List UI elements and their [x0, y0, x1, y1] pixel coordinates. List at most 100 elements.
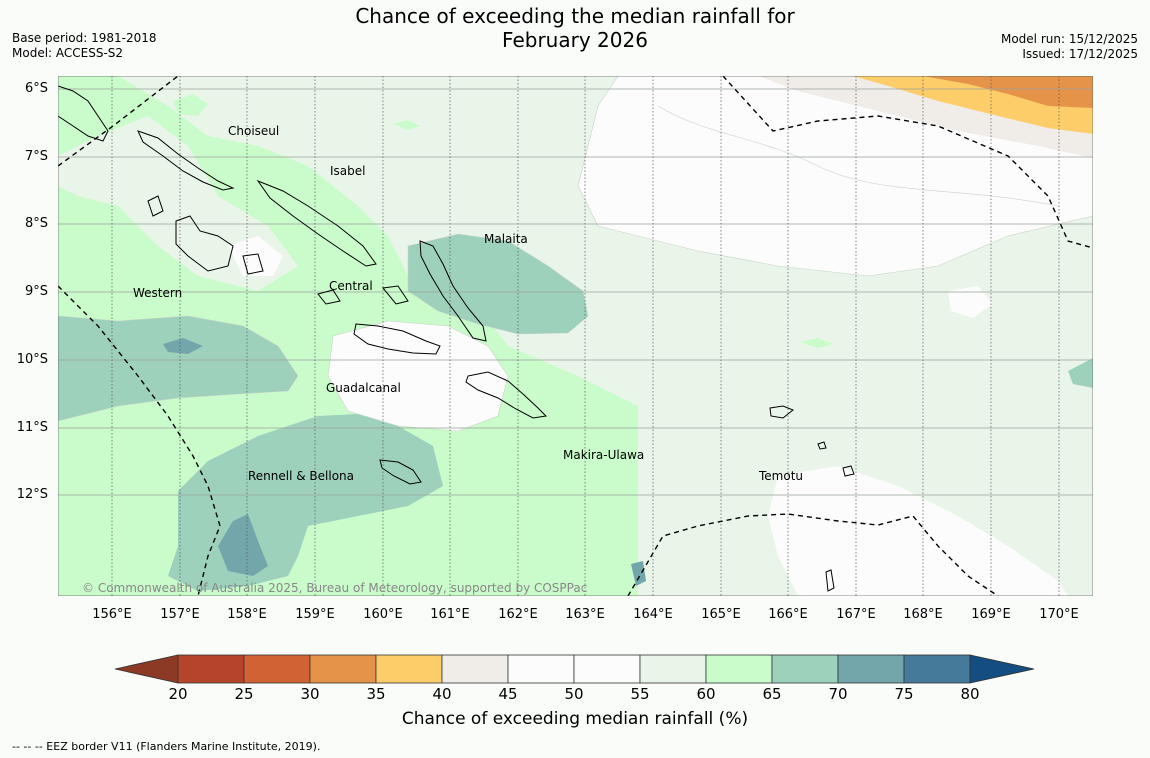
zone-70-75-rennell [218, 514, 268, 576]
santa-cruz-island [769, 405, 794, 419]
lat-label: 7°S [24, 149, 48, 164]
guadalcanal-island [353, 323, 441, 355]
colorbar-30-35 [309, 654, 377, 684]
colorbar-60-65 [705, 654, 773, 684]
lon-label: 157°E [160, 607, 200, 622]
colorbar-tick: 50 [564, 685, 584, 703]
florida-island [317, 289, 341, 305]
vanikoro-island [842, 465, 855, 477]
zone-45-55-east-small [948, 286, 993, 318]
lon-label: 156°E [92, 607, 132, 622]
zone-30-35 [923, 76, 1093, 108]
label-isabel: Isabel [330, 164, 365, 178]
utupua-island [817, 441, 827, 450]
zone-70-75-west [163, 338, 203, 354]
label-rennell-bellona: Rennell & Bellona [248, 469, 354, 483]
colorbar-20-25 [177, 654, 245, 684]
lon-label: 159°E [295, 607, 335, 622]
model-name: Model: ACCESS-S2 [12, 46, 124, 60]
zone-65-70-west [58, 316, 298, 421]
lon-label: 161°E [430, 607, 470, 622]
colorbar-tick: 75 [894, 685, 914, 703]
colorbar-65-70 [771, 654, 839, 684]
zone-45-55-small [228, 236, 283, 276]
colorbar-tick: 65 [762, 685, 782, 703]
rendova-island [242, 253, 264, 275]
vella-island [147, 195, 164, 217]
zone-60-65-small-1 [173, 94, 208, 116]
coastlines [58, 85, 855, 592]
lon-label: 165°E [701, 607, 741, 622]
contour-lines [58, 76, 1093, 432]
colorbar-tick: 70 [828, 685, 848, 703]
colorbar-50-55 [573, 654, 641, 684]
lon-label: 166°E [768, 607, 808, 622]
zone-65-70-east [1068, 358, 1093, 388]
lat-label: 11°S [16, 420, 48, 435]
map-title: Chance of exceeding the median rainfall … [0, 4, 1150, 52]
meta-left: Base period: 1981-2018 Model: ACCESS-S2 [12, 31, 157, 61]
rainfall-map: Choiseul Isabel Malaita Western Central … [58, 76, 1093, 596]
colorbar-25-30 [243, 654, 311, 684]
lon-label: 169°E [971, 607, 1011, 622]
colorbar-45-50 [507, 654, 575, 684]
new-georgia-island [175, 215, 234, 272]
label-malaita: Malaita [484, 232, 528, 246]
label-choiseul: Choiseul [228, 124, 279, 138]
isabel-island [256, 179, 377, 267]
meta-right: Model run: 15/12/2025 Issued: 17/12/2025 [1001, 32, 1138, 62]
lon-label: 158°E [227, 607, 267, 622]
choiseul-island [137, 130, 235, 191]
zone-60-65-small-3 [800, 338, 833, 348]
colorbar-label: Chance of exceeding median rainfall (%) [401, 709, 749, 729]
colorbar-tick: 25 [234, 685, 254, 703]
colorbar-below-20 [114, 654, 179, 684]
model-run: Model run: 15/12/2025 [1000, 32, 1138, 46]
russell-island [382, 285, 409, 305]
colorbar-tick: 35 [366, 685, 386, 703]
eez-footnote: -- -- -- EEZ border V11 (Flanders Marine… [12, 740, 321, 753]
colorbar-tick: 45 [498, 685, 518, 703]
base-period: Base period: 1981-2018 [12, 31, 157, 45]
title-line-2: February 2026 [502, 28, 648, 52]
lat-label: 8°S [24, 216, 48, 231]
lat-label: 10°S [16, 352, 48, 367]
latitude-gridlines [58, 88, 1093, 496]
label-guadalcanal: Guadalcanal [326, 381, 401, 395]
lon-label: 168°E [903, 607, 943, 622]
lat-label: 6°S [24, 81, 48, 96]
colorbar-70-75 [837, 654, 905, 684]
label-temotu: Temotu [758, 469, 803, 483]
longitude-gridlines [111, 76, 1060, 596]
copyright-text: © Commonwealth of Australia 2025, Bureau… [82, 581, 587, 595]
colorbar-tick: 30 [300, 685, 320, 703]
colorbar-55-60 [639, 654, 707, 684]
lon-label: 160°E [363, 607, 403, 622]
malaita-island [419, 240, 487, 342]
zone-45-55-guadalcanal [328, 321, 508, 431]
bougainville-island [58, 85, 109, 142]
colorbar [114, 654, 1035, 684]
lon-label: 162°E [498, 607, 538, 622]
colorbar-75-80 [903, 654, 971, 684]
colorbar-tick: 60 [696, 685, 716, 703]
zone-60-65-small-2 [393, 120, 420, 130]
lon-label: 167°E [836, 607, 876, 622]
eez-border [58, 76, 1093, 596]
lon-label: 170°E [1039, 607, 1079, 622]
rennell-island [379, 459, 422, 485]
zone-70-75-south [631, 561, 646, 586]
zone-45-55-southeast [768, 466, 1068, 596]
colorbar-above-80 [969, 654, 1035, 684]
colorbar-tick: 80 [960, 685, 980, 703]
title-line-1: Chance of exceeding the median rainfall … [355, 4, 795, 28]
makira-island [465, 371, 548, 419]
lat-label: 9°S [24, 284, 48, 299]
lon-label: 164°E [633, 607, 673, 622]
issued-date: Issued: 17/12/2025 [1022, 47, 1138, 61]
colorbar-tick: 55 [630, 685, 650, 703]
colorbar-tick: 20 [168, 685, 188, 703]
colorbar-35-40 [375, 654, 443, 684]
label-central: Central [329, 279, 373, 293]
colorbar-tick: 40 [432, 685, 452, 703]
